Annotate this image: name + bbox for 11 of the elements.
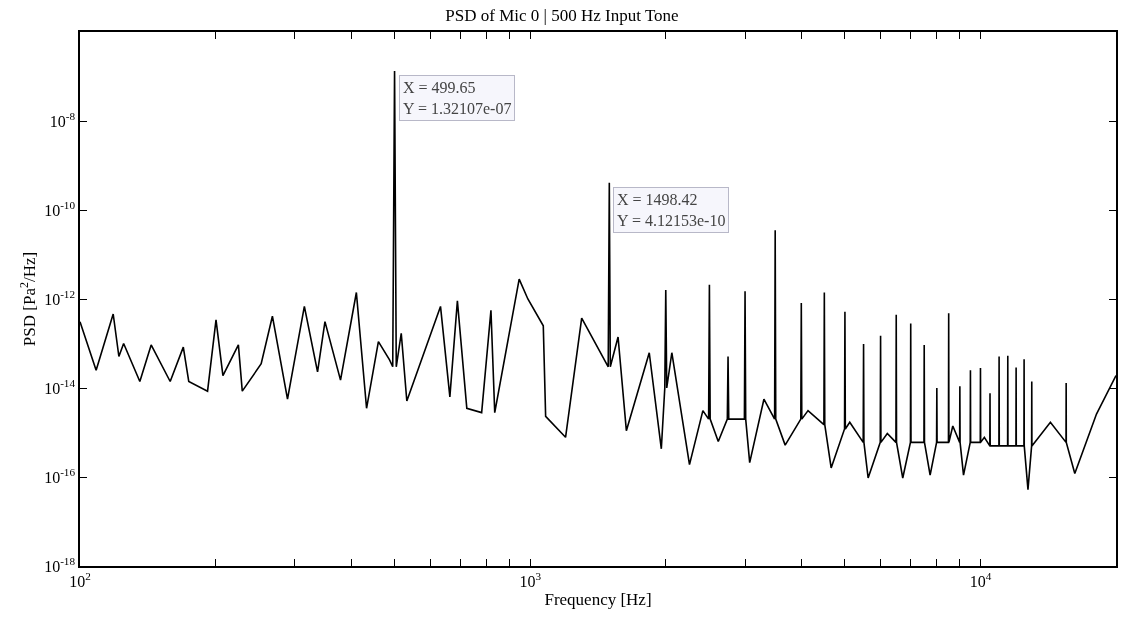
y-tick-label: 10$^{-10}$: [44, 198, 76, 219]
y-tick-label: 10$^{-14}$: [44, 376, 76, 397]
y-tick-label: 10$^{-16}$: [44, 465, 76, 486]
x-tick-label: 10$^{4}$: [969, 570, 992, 590]
y-tick-label: 10$^{-12}$: [44, 287, 76, 308]
x-axis-title: Frequency [Hz]: [544, 589, 652, 609]
y-tick-label: 10$^{-8}$: [49, 109, 76, 130]
x-tick-label: 10$^{3}$: [519, 570, 542, 590]
annotation: X = 1498.42 Y = 4.12153e-10: [617, 191, 726, 229]
chart-title: PSD of Mic 0 | 500 Hz Input Tone: [445, 6, 679, 26]
annotation: X = 499.65 Y = 1.32107e-07: [403, 79, 512, 117]
